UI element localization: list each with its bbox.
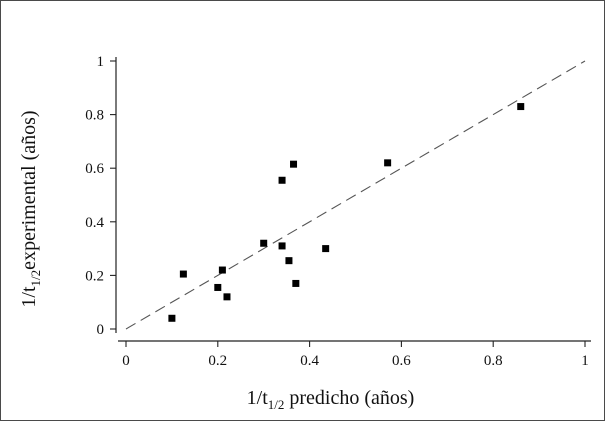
y-tick-label: 0.8 <box>85 108 104 124</box>
y-tick-label: 0.2 <box>85 268 104 284</box>
x-tick-label: 0.4 <box>300 353 319 369</box>
x-tick-label: 0.8 <box>484 353 503 369</box>
data-point <box>292 279 300 287</box>
x-ticks: 0 0.2 0.4 0.6 0.8 1 <box>122 341 589 369</box>
data-point <box>223 293 231 301</box>
data-point <box>278 176 286 184</box>
data-point <box>214 283 222 291</box>
y-axis-title-prefix: 1/t <box>18 286 40 308</box>
data-point <box>278 242 286 250</box>
x-tick-label: 0 <box>122 353 130 369</box>
x-axis-title-suffix: predicho (años) <box>284 387 414 409</box>
data-point <box>260 239 268 247</box>
data-point <box>218 266 226 274</box>
y-tick-label: 0.4 <box>85 215 104 231</box>
y-tick-label: 0.6 <box>85 161 104 177</box>
data-point <box>168 314 176 322</box>
y-axis-title-suffix: experimental (años) <box>18 110 40 269</box>
data-point <box>179 270 187 278</box>
data-point <box>384 159 392 167</box>
data-point <box>517 103 525 111</box>
x-axis-title: 1/t1/2 predicho (años) <box>247 387 415 412</box>
x-tick-label: 0.2 <box>208 353 227 369</box>
axes <box>115 57 591 342</box>
data-point <box>285 257 293 265</box>
x-tick-label: 1 <box>581 353 589 369</box>
x-axis-title-subscript: 1/2 <box>268 397 285 412</box>
x-axis-title-prefix: 1/t <box>247 387 269 409</box>
data-point <box>322 245 330 253</box>
y-ticks: 0 0.2 0.4 0.6 0.8 1 <box>85 54 116 338</box>
x-tick-label: 0.6 <box>392 353 411 369</box>
data-point <box>290 160 298 168</box>
y-axis-title: 1/t1/2experimental (años) <box>18 110 43 307</box>
y-axis-title-subscript: 1/2 <box>28 270 43 287</box>
data-points <box>168 103 525 322</box>
y-tick-label: 1 <box>97 54 105 70</box>
y-tick-label: 0 <box>97 322 105 338</box>
identity-reference-line <box>125 60 586 330</box>
